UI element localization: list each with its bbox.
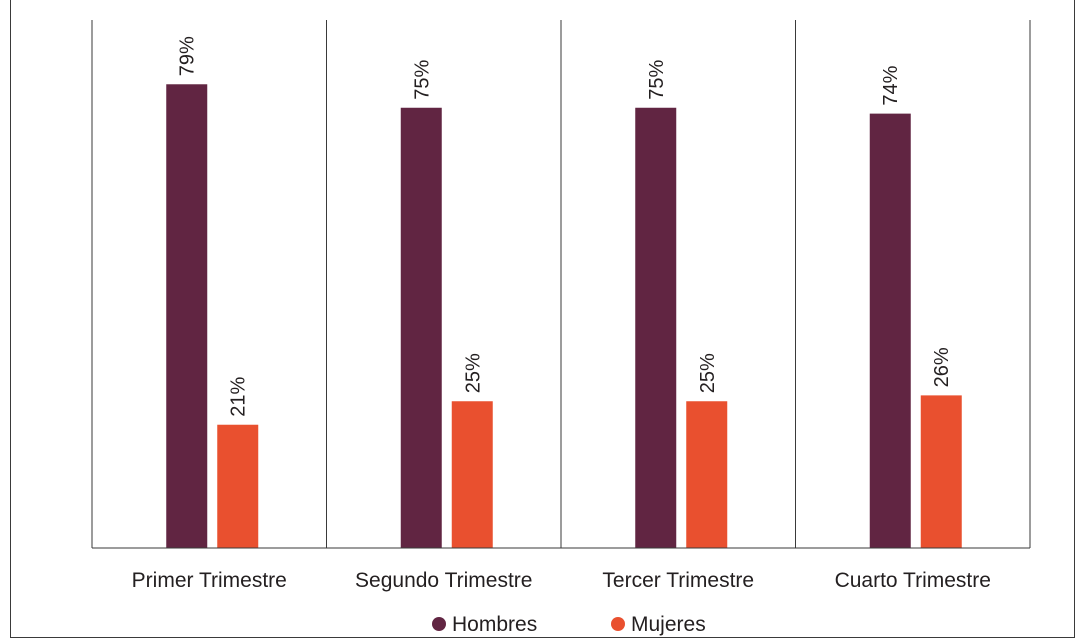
bars-group bbox=[166, 84, 962, 549]
category-label: Tercer Trimestre bbox=[602, 569, 754, 592]
bar-mujeres bbox=[217, 424, 259, 548]
category-labels-group: Primer Trimestre Segundo Trimestre Tercer … bbox=[132, 569, 991, 592]
bar-hombres bbox=[869, 113, 911, 549]
category-label: Cuarto Trimestre bbox=[835, 569, 991, 592]
legend: Hombres Mujeres bbox=[432, 613, 706, 636]
legend-marker bbox=[432, 617, 446, 631]
category-label: Primer Trimestre bbox=[132, 569, 287, 592]
bar-mujeres bbox=[686, 401, 728, 548]
legend-item-hombres: Hombres bbox=[432, 613, 537, 636]
data-label: 26% bbox=[931, 347, 953, 387]
bar-hombres bbox=[400, 107, 442, 548]
data-label: 75% bbox=[411, 60, 433, 100]
bar-hombres bbox=[166, 84, 208, 549]
legend-marker bbox=[611, 617, 625, 631]
data-labels-group: 79% 21% 75% 25% 75% 25% 74% 26% bbox=[177, 36, 954, 417]
data-label: 25% bbox=[697, 353, 719, 393]
data-label: 74% bbox=[880, 65, 902, 105]
data-label: 79% bbox=[177, 36, 199, 76]
legend-label: Mujeres bbox=[631, 613, 706, 636]
data-label: 21% bbox=[228, 376, 250, 416]
data-label: 25% bbox=[462, 353, 484, 393]
bar-hombres bbox=[635, 107, 677, 548]
data-label: 75% bbox=[646, 60, 668, 100]
category-label: Segundo Trimestre bbox=[355, 569, 532, 592]
bar-mujeres bbox=[920, 395, 962, 548]
bar-mujeres bbox=[451, 401, 493, 548]
legend-item-mujeres: Mujeres bbox=[611, 613, 706, 636]
category-separators bbox=[91, 20, 1031, 548]
legend-label: Hombres bbox=[452, 613, 537, 636]
